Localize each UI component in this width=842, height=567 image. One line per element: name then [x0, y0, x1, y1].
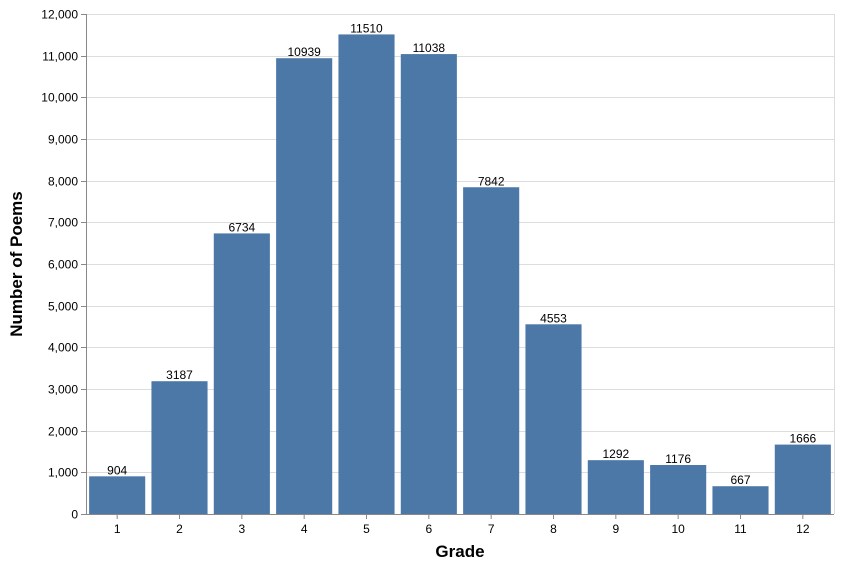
bar: [400, 54, 457, 514]
y-tick-label: 4,000: [48, 341, 78, 355]
bar-value-label: 11038: [413, 41, 446, 55]
x-tick-label: 8: [550, 522, 557, 536]
bars: [89, 34, 831, 515]
x-tick-label: 6: [425, 522, 432, 536]
bar-value-label: 7842: [478, 174, 505, 188]
x-tick-label: 7: [488, 522, 495, 536]
y-axis-ticks: 0 1,000 2,000 3,000 4,000 5,000 6,000 7,000 8,00…: [41, 8, 86, 522]
x-tick-label: 12: [796, 522, 810, 536]
bar-value-label: 6734: [228, 220, 255, 234]
x-axis-ticks: 1 2 3 4 5 6 7 8 9 10 11 12: [114, 514, 810, 536]
bar-value-label: 1666: [789, 432, 816, 446]
x-axis-title: Grade: [435, 542, 484, 561]
y-tick-label: 8,000: [48, 175, 78, 189]
y-tick-label: 5,000: [48, 300, 78, 314]
bar-value-label: 904: [107, 463, 127, 477]
y-tick-label: 2,000: [48, 425, 78, 439]
bar-value-label: 3187: [166, 368, 193, 382]
bar: [276, 58, 333, 515]
bar-value-label: 667: [730, 473, 750, 487]
x-tick-label: 2: [176, 522, 183, 536]
y-tick-label: 11,000: [42, 50, 78, 64]
bar: [650, 465, 707, 514]
bar: [463, 187, 520, 514]
y-tick-label: 3,000: [48, 383, 78, 397]
y-axis-title: Number of Poems: [7, 191, 26, 336]
x-tick-label: 9: [612, 522, 619, 536]
y-tick-label: 7,000: [48, 216, 78, 230]
y-tick-label: 0: [71, 508, 78, 522]
bar: [89, 476, 146, 514]
y-tick-label: 9,000: [48, 133, 78, 147]
axes: [86, 14, 834, 515]
bar: [712, 486, 769, 514]
x-tick-label: 10: [671, 522, 685, 536]
bar-value-label: 1292: [602, 447, 629, 461]
bar-value-labels: 904 3187 6734 10939 11510 11038 7842 4553 1292 11…: [107, 21, 816, 487]
bar-value-label: 10939: [287, 45, 321, 59]
x-tick-label: 1: [114, 522, 121, 536]
bar: [213, 233, 270, 515]
bar: [774, 444, 831, 514]
gridlines: [86, 14, 835, 515]
bar: [151, 381, 208, 514]
bar: [587, 460, 644, 514]
x-tick-label: 5: [363, 522, 370, 536]
bar-value-label: 4553: [540, 311, 567, 325]
bar-value-label: 1176: [665, 452, 691, 466]
y-tick-label: 12,000: [41, 8, 78, 22]
y-tick-label: 6,000: [48, 258, 78, 272]
x-tick-label: 11: [734, 522, 747, 536]
bar: [525, 324, 582, 514]
x-tick-label: 4: [301, 522, 308, 536]
y-tick-label: 10,000: [41, 91, 78, 105]
bar: [338, 34, 395, 515]
x-tick-label: 3: [238, 522, 245, 536]
bar-value-label: 11510: [350, 21, 383, 35]
y-tick-label: 1,000: [48, 466, 78, 480]
